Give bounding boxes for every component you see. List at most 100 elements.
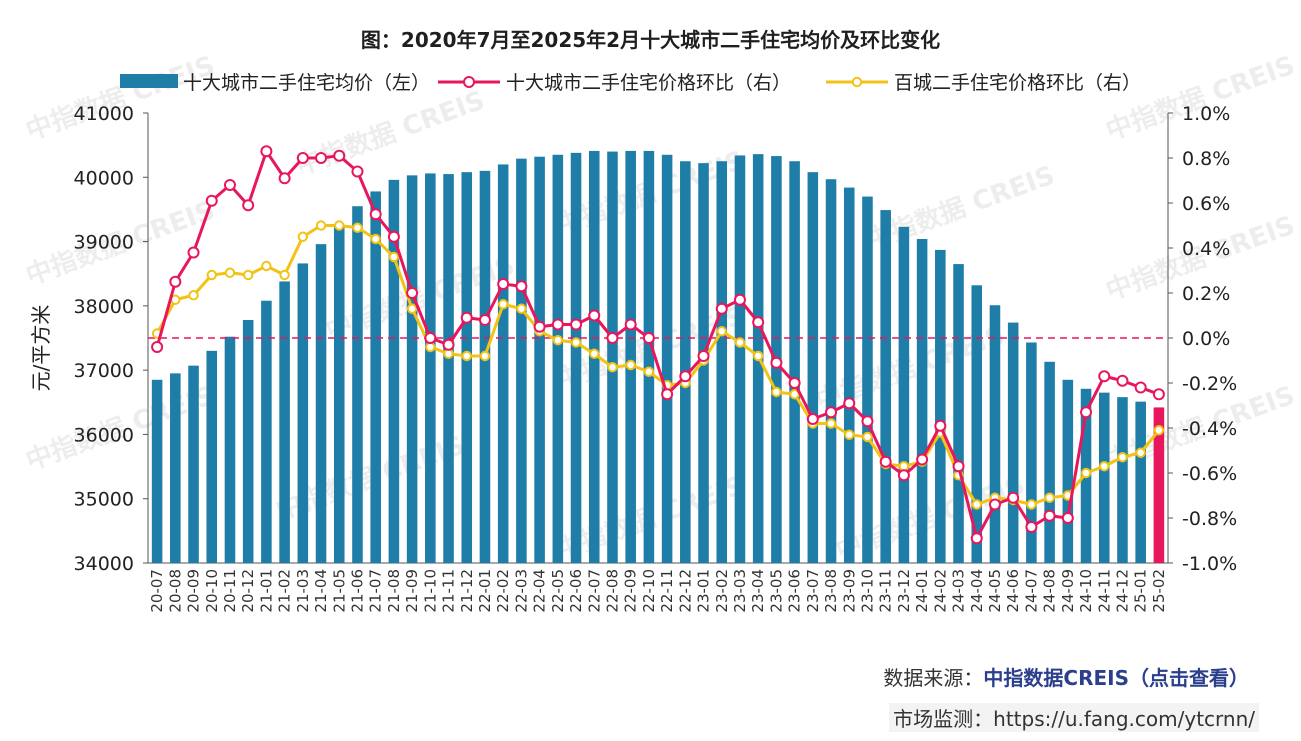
watermark-4: 中指数据 CREIS	[1102, 51, 1299, 147]
hundred-city-point-24-07	[1026, 499, 1037, 510]
source-link[interactable]: 中指数据CREIS（点击查看）	[983, 666, 1249, 690]
bar-23-06	[789, 161, 800, 563]
x-tick-label: 23-10	[858, 569, 876, 613]
ten-city-point-23-09	[843, 397, 856, 410]
bar-22-11	[661, 154, 673, 564]
x-tick-label: 23-03	[731, 569, 749, 613]
hundred-city-point-22-07	[589, 348, 600, 359]
x-tick-label: 22-04	[531, 569, 549, 613]
y-right-tick-label: -1.0%	[1182, 553, 1237, 575]
ten-city-point-24-05	[988, 498, 1001, 511]
ten-city-point-24-09	[1061, 512, 1074, 524]
x-tick-label: 23-01	[695, 569, 713, 613]
ten-city-point-21-12	[460, 311, 473, 324]
hundred-city-point-21-01	[261, 260, 272, 272]
source-line: 数据来源：中指数据CREIS（点击查看）	[883, 662, 1249, 691]
hundred-city-point-21-02	[279, 269, 290, 281]
x-tick-label: 20-08	[166, 569, 184, 613]
bar-22-10	[643, 150, 655, 563]
bar-23-03	[734, 155, 746, 563]
y-right-tick-label: 0.0%	[1182, 328, 1230, 350]
bar-21-12	[461, 172, 473, 563]
bar-21-05	[333, 225, 345, 563]
hundred-city-point-23-03	[734, 337, 746, 348]
hundred-city-point-21-04	[315, 220, 327, 231]
bar-24-08	[1044, 361, 1055, 563]
y-left-tick-label: 38000	[74, 296, 134, 318]
x-tick-label: 25-02	[1150, 569, 1168, 613]
hundred-city-point-21-06	[352, 222, 363, 233]
bar-23-12	[898, 226, 910, 564]
x-tick-label: 21-05	[330, 569, 348, 613]
y-left-tick-label: 37000	[74, 360, 134, 382]
bar-21-07	[370, 191, 381, 563]
ten-city-point-22-10	[642, 332, 655, 344]
ten-city-point-21-07	[369, 208, 382, 221]
ten-city-point-21-06	[351, 165, 364, 178]
ten-city-point-21-08	[387, 230, 400, 243]
bar-21-01	[261, 300, 272, 563]
ten-city-point-25-02	[1152, 388, 1165, 401]
hundred-city-point-23-05	[771, 386, 782, 398]
bar-24-03	[953, 264, 964, 563]
bar-22-09	[625, 150, 636, 563]
hundred-city-point-21-07	[370, 233, 381, 245]
bar-25-01	[1135, 401, 1146, 563]
monitor-link[interactable]: 市场监测：https://u.fang.com/ytcrnn/	[889, 703, 1259, 732]
x-tick-label: 21-04	[312, 569, 330, 613]
x-tick-label: 23-08	[822, 569, 840, 613]
bar-22-04	[534, 156, 545, 563]
x-tick-label: 24-08	[1041, 569, 1059, 613]
x-tick-label: 24-11	[1095, 569, 1113, 613]
ten-city-point-24-04	[970, 532, 983, 545]
ten-city-point-22-02	[497, 278, 510, 290]
source-label: 数据来源：	[883, 666, 984, 690]
ten-city-point-22-08	[606, 332, 619, 344]
x-tick-label: 22-01	[476, 569, 494, 613]
bar-20-11	[224, 336, 236, 563]
hundred-city-point-21-08	[388, 251, 400, 263]
hundred-city-point-20-11	[224, 267, 236, 278]
chart-title: 图：2020年7月至2025年2月十大城市二手住宅均价及环比变化	[360, 28, 941, 52]
ten-city-point-23-05	[770, 356, 783, 369]
bar-25-02	[1153, 407, 1165, 563]
y-right-tick-label: -0.2%	[1182, 373, 1237, 395]
ten-city-point-25-01	[1134, 381, 1147, 394]
ten-city-point-22-01	[478, 314, 491, 326]
ten-city-point-23-11	[879, 455, 892, 468]
bar-24-01	[916, 239, 928, 563]
bar-24-11	[1098, 392, 1110, 563]
x-tick-label: 21-01	[257, 569, 275, 613]
x-tick-label: 21-10	[421, 569, 439, 613]
x-tick-label: 22-02	[494, 569, 512, 613]
hundred-city-point-22-01	[479, 350, 491, 362]
bar-20-07	[151, 379, 163, 563]
y-left-tick-label: 34000	[74, 553, 134, 575]
hundred-city-point-21-10	[425, 341, 436, 353]
y-right-tick-label: -0.6%	[1182, 463, 1237, 485]
y-left-tick-label: 39000	[74, 232, 134, 254]
ten-city-point-21-04	[315, 152, 328, 164]
ten-city-point-24-03	[952, 460, 965, 473]
ten-city-point-23-04	[752, 316, 765, 329]
bar-20-12	[242, 320, 254, 563]
x-tick-label: 23-02	[713, 569, 731, 613]
bar-22-05	[552, 154, 564, 564]
bar-22-06	[570, 152, 582, 563]
legend-label-hundred-city: 百城二手住宅价格环比（右）	[894, 72, 1141, 94]
ten-city-point-20-09	[187, 246, 200, 259]
watermark-1: 中指数据 CREIS	[292, 86, 489, 182]
bar-21-08	[388, 179, 400, 563]
x-tick-label: 21-03	[294, 569, 312, 613]
x-tick-label: 21-11	[440, 569, 458, 613]
hundred-city-point-24-10	[1080, 467, 1092, 479]
bar-24-05	[989, 305, 1001, 563]
ten-city-point-24-10	[1080, 406, 1093, 419]
bar-24-04	[971, 285, 983, 563]
ten-city-point-21-11	[442, 338, 455, 351]
x-tick-label: 21-09	[403, 569, 421, 613]
ten-city-point-23-01	[697, 350, 710, 362]
x-tick-label: 21-02	[276, 569, 294, 613]
x-tick-label: 24-10	[1077, 569, 1095, 613]
ten-city-point-23-02	[715, 302, 728, 315]
